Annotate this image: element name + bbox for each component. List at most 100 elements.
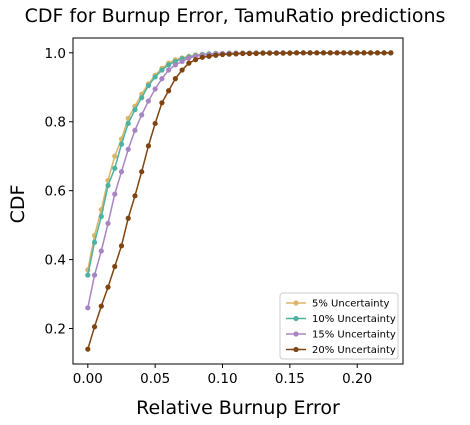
data-point — [199, 54, 205, 60]
x-tick-label: 0.00 — [73, 371, 103, 387]
data-point — [85, 305, 91, 311]
legend-item: 5% Uncertainty — [286, 299, 390, 310]
data-point — [152, 120, 158, 127]
data-point — [267, 50, 273, 56]
data-point — [172, 76, 178, 82]
data-point — [186, 60, 192, 66]
data-point — [159, 76, 165, 82]
data-point — [105, 182, 111, 189]
data-point — [361, 50, 367, 56]
data-point — [388, 50, 394, 56]
legend-label: 20% Uncertainty — [312, 345, 396, 356]
data-point — [280, 50, 286, 56]
chart-title: CDF for Burnup Error, TamuRatio predicti… — [25, 5, 446, 27]
y-tick-label: 0.8 — [45, 115, 66, 131]
data-point — [139, 112, 145, 118]
data-point — [159, 100, 165, 106]
data-point — [320, 50, 327, 56]
y-tick-label: 0.6 — [45, 184, 66, 200]
data-point — [159, 67, 165, 73]
data-point — [240, 50, 246, 57]
x-tick-label: 0.05 — [140, 371, 170, 387]
data-point — [112, 263, 118, 270]
data-point — [132, 107, 138, 113]
legend-item: 20% Uncertainty — [286, 345, 396, 356]
legend-marker — [293, 346, 299, 353]
data-point — [206, 53, 212, 59]
data-point — [166, 67, 172, 73]
data-point — [112, 165, 118, 171]
series-3 — [85, 50, 394, 311]
data-point — [125, 120, 131, 127]
legend-box — [279, 292, 399, 360]
data-point — [85, 346, 91, 352]
data-point — [314, 50, 320, 56]
y-tick-label: 0.2 — [45, 322, 66, 338]
data-point — [118, 243, 125, 249]
data-point — [166, 62, 172, 68]
data-point — [192, 57, 199, 63]
data-point — [354, 50, 360, 56]
legend-label: 15% Uncertainty — [312, 330, 396, 341]
data-point — [91, 324, 98, 330]
data-point — [219, 51, 226, 58]
data-point — [145, 143, 152, 149]
data-point — [98, 303, 104, 309]
data-point — [287, 50, 293, 56]
data-point — [300, 50, 306, 56]
data-point — [125, 215, 131, 221]
data-point — [105, 284, 111, 290]
x-axis-label: Relative Burnup Error — [136, 397, 340, 419]
data-point — [334, 50, 340, 56]
data-point — [166, 88, 172, 94]
data-point — [85, 272, 91, 278]
y-tick-label: 0.4 — [45, 253, 66, 269]
data-point — [293, 50, 300, 56]
series-2 — [85, 50, 394, 278]
series-line — [87, 52, 391, 350]
series-line — [87, 52, 391, 276]
data-point — [145, 82, 152, 89]
x-tick-label: 0.15 — [275, 371, 305, 387]
data-point — [253, 50, 259, 57]
data-point — [118, 169, 125, 175]
legend-label: 10% Uncertainty — [312, 314, 396, 325]
legend: 5% Uncertainty 10% Uncertainty 15% Uncerta… — [279, 292, 399, 360]
legend-marker — [293, 331, 299, 337]
data-point — [118, 141, 125, 147]
data-point — [260, 50, 266, 56]
data-point — [213, 52, 219, 58]
data-point — [112, 191, 118, 197]
plot-area — [85, 50, 394, 352]
data-point — [105, 220, 111, 226]
data-point — [91, 272, 98, 278]
data-point — [112, 153, 118, 159]
legend-label: 5% Uncertainty — [312, 299, 390, 310]
axes-frame — [72, 37, 404, 365]
data-point — [374, 50, 381, 56]
data-point — [273, 50, 279, 56]
data-point — [233, 51, 239, 57]
data-point — [179, 67, 185, 73]
y-tick-label: 1.0 — [45, 46, 66, 62]
data-point — [307, 50, 313, 56]
data-point — [381, 50, 387, 56]
data-point — [341, 50, 347, 56]
data-point — [98, 248, 104, 254]
data-point — [139, 95, 145, 101]
legend-item: 10% Uncertainty — [286, 314, 396, 325]
x-tick-label: 0.10 — [207, 371, 237, 387]
series-line — [87, 52, 391, 308]
data-point — [152, 74, 158, 80]
legend-marker — [293, 300, 299, 306]
data-point — [152, 86, 158, 92]
data-point — [98, 213, 104, 220]
data-point — [327, 50, 333, 56]
data-point — [172, 62, 178, 68]
data-point — [91, 239, 98, 245]
data-point — [132, 127, 138, 133]
series-1 — [85, 50, 394, 273]
series-line — [87, 52, 391, 271]
data-point — [226, 51, 232, 57]
